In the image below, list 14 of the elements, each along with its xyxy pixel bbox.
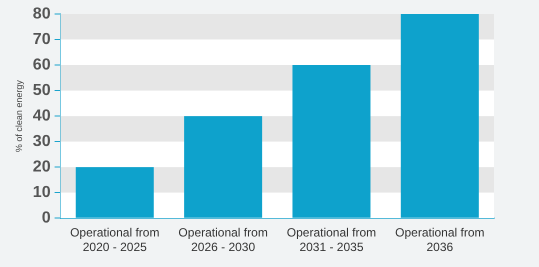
y-tick-label: 40 (32, 108, 51, 125)
y-tick-label: 20 (32, 158, 51, 176)
x-tick-label: Operational from 2031 - 2035 (286, 226, 376, 254)
y-tick-label: 0 (42, 210, 51, 227)
y-axis-title: % of clean energy (14, 80, 24, 152)
y-tick-label: 70 (32, 30, 51, 48)
x-tick-label: Operational from 2036 (395, 226, 485, 254)
x-tick-label: Operational from 2020 - 2025 (70, 226, 160, 254)
y-tick-label: 80 (32, 5, 51, 22)
y-tick-label: 10 (32, 184, 51, 202)
y-tick-label: 30 (32, 133, 51, 150)
x-tick-label: Operational from 2026 - 2030 (178, 226, 268, 254)
y-tick-label: 50 (32, 82, 51, 99)
y-tick-label: 60 (32, 56, 51, 74)
